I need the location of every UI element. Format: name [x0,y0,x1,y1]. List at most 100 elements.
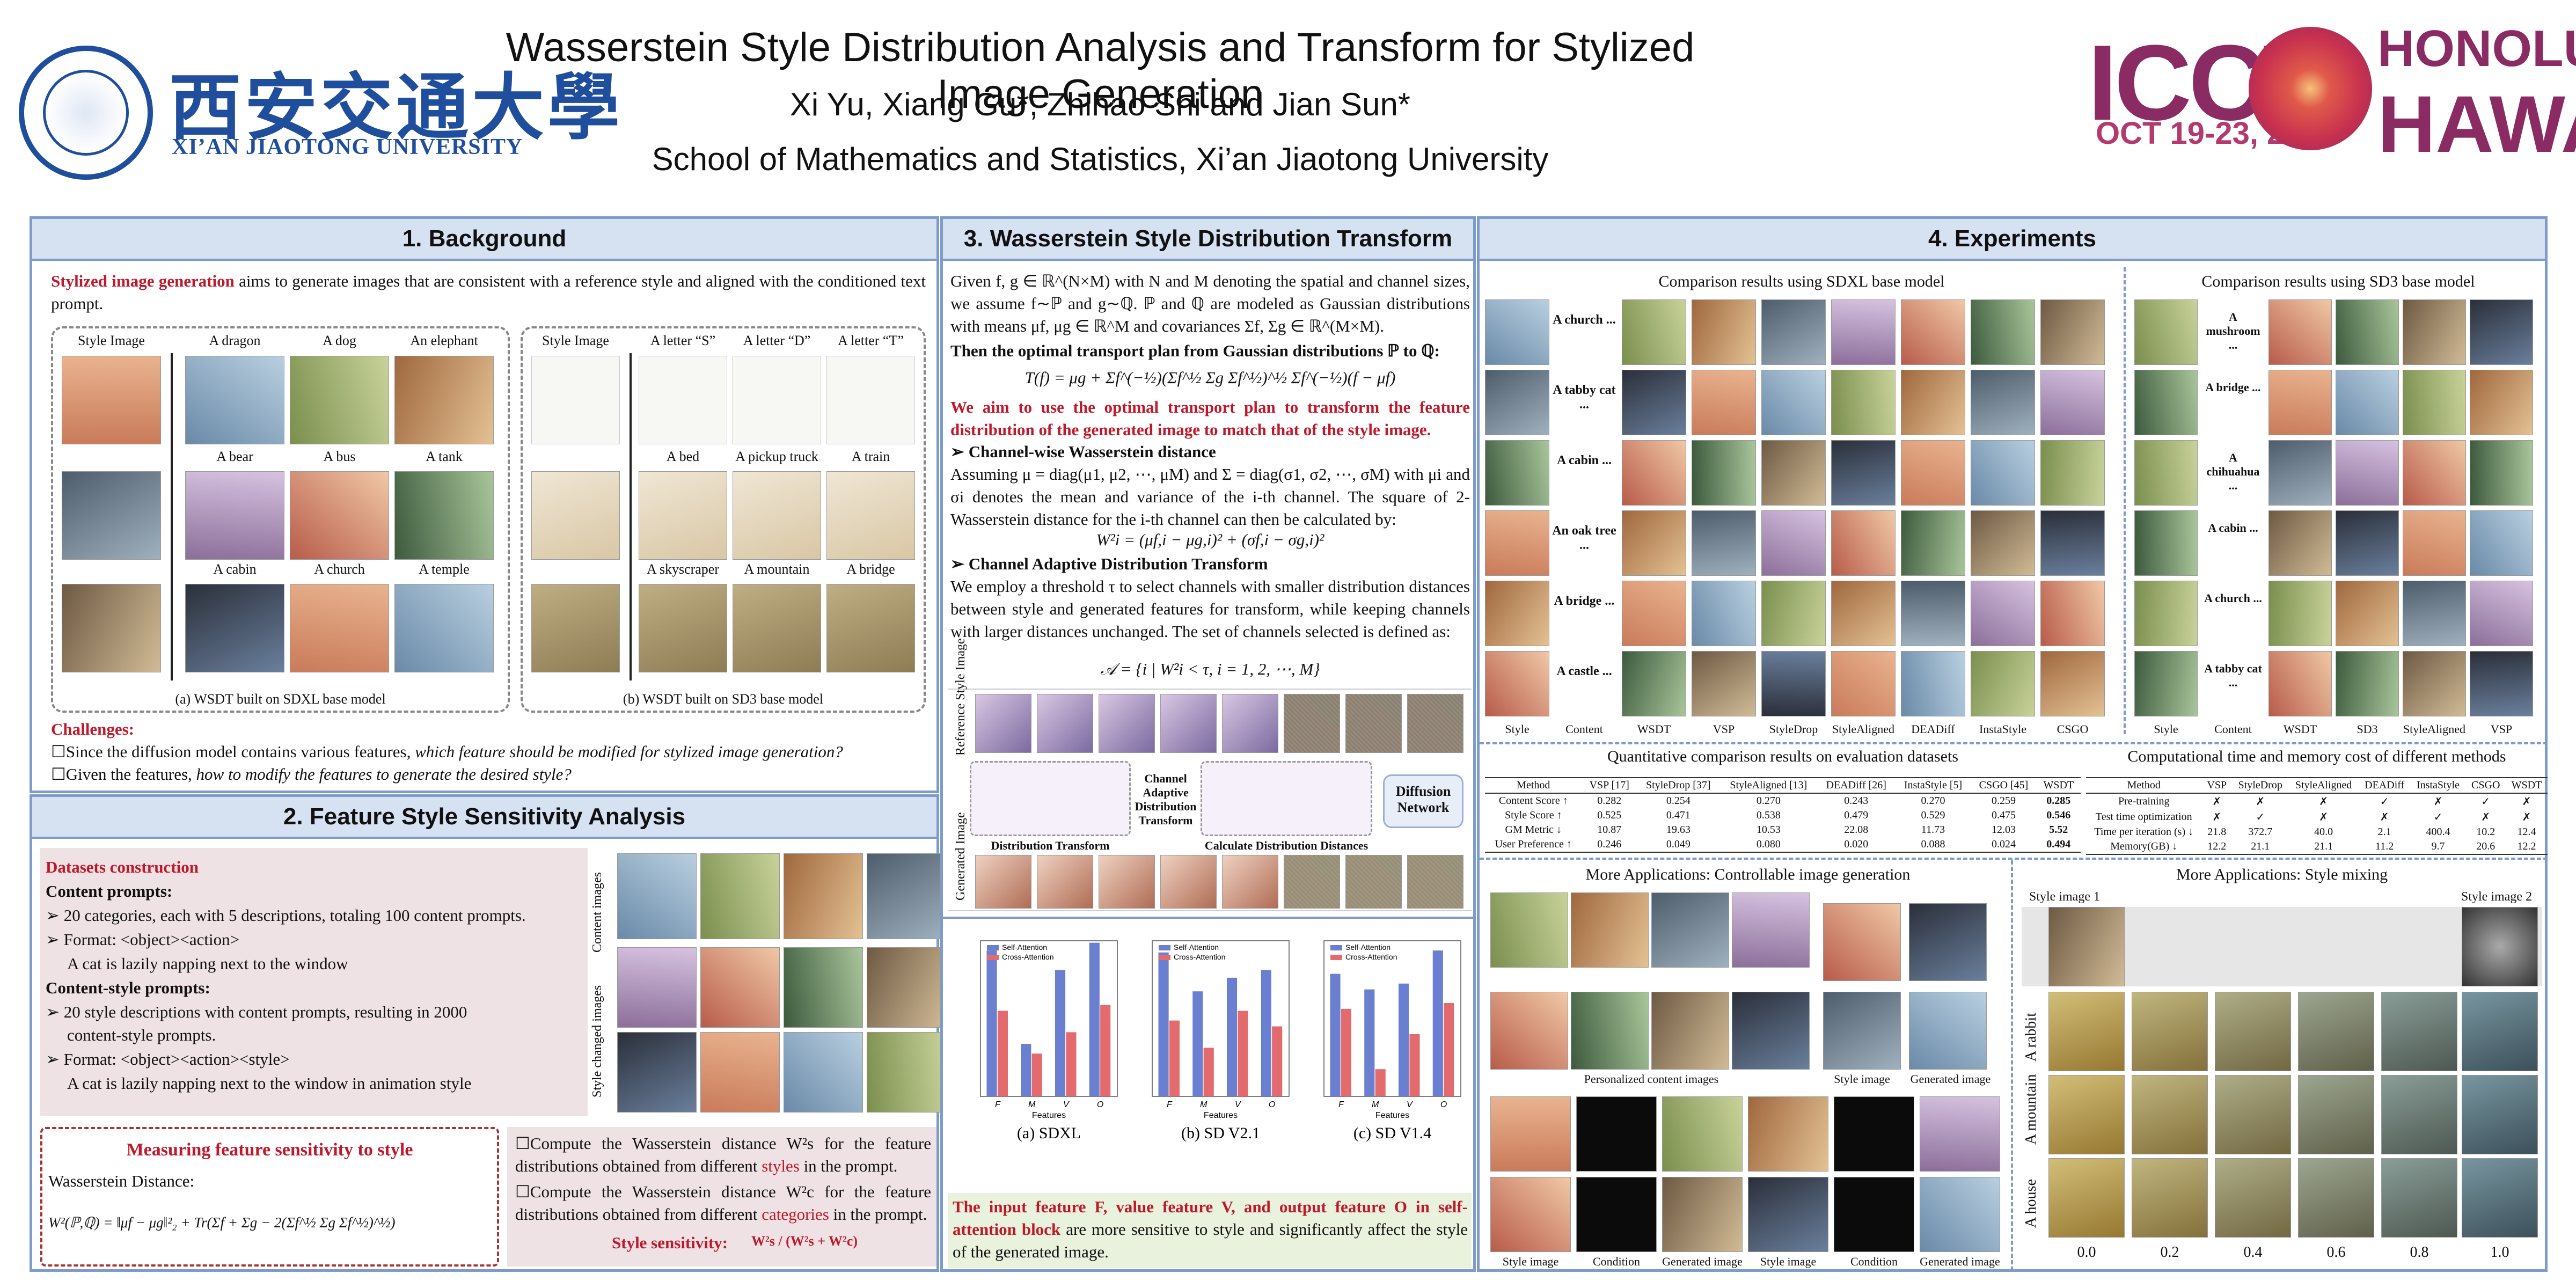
result-image [1971,440,2035,506]
sensitivity-image [700,1032,780,1113]
legend-label: Cross-Attention [1345,953,1397,961]
bar-self-attention [1021,1044,1031,1096]
table-cell: 10.2 [2476,826,2496,838]
column-label: WSDT [1637,722,1671,736]
sdxl-image [394,356,494,444]
app2-style1-label: Style image 1 [2029,890,2100,904]
column-label: StyleDrop [1769,722,1818,736]
controllable-image [1662,1096,1743,1172]
table-row: User Preference ↑ 0.246 0.049 0.080 0.020 0.0… [1485,837,2081,852]
diagram-ref-image [1099,694,1155,753]
bar-chart: F M V O Features Self-AttentionCross-Attentio… [980,940,1118,1142]
table-cell: ✗ [2256,796,2265,808]
table-cell: Content Score ↑ [1498,795,1568,807]
table-row: Pre-training ✗ ✗ ✗ ✓ ✗ ✓ ✗ [2086,793,2548,809]
app2-tick-label: 1.0 [2490,1244,2509,1261]
controllable-image [1490,1177,1571,1252]
sdxl-col-label: A dog [323,333,356,348]
checkbox-icon: ☐ [515,1134,530,1153]
result-image [1761,510,1826,576]
table-cell: 2.1 [2377,826,2391,838]
table-cell: ✓ [2433,811,2443,823]
bar-self-attention [1330,974,1341,1096]
sd3-image [639,584,727,672]
iccv-state: HAWAII [2377,79,2576,169]
finding-box [948,1193,1472,1268]
sd3-image [639,471,727,560]
app1-bottom-label: Condition [1850,1255,1898,1268]
sdxl-row2-label: A tank [426,449,463,464]
row-prompt-label: A cabin ... [2208,521,2258,535]
table-cell: 12.03 [1992,824,2016,836]
personalized-image [1651,892,1729,968]
sd3-image [531,356,620,444]
table-cell: ✗ [2522,811,2531,823]
diagram-ref-image [1037,694,1093,753]
result-image [1971,299,2035,365]
column-label: Content [1565,722,1603,736]
table-cell: 0.475 [1992,809,2016,821]
app1-style-label: Style image [1834,1072,1890,1086]
result-image [2336,651,2399,716]
controllable-image [1748,1177,1828,1252]
result-image [1622,581,1686,646]
result-image [1971,581,2035,646]
diagram-gen-image [1160,855,1217,909]
background-panel: 1. Background Stylized image generation … [30,216,939,793]
sd3-image [531,471,620,560]
x-tick-label: V [1063,1100,1070,1109]
style-image [2134,510,2198,576]
row-prompt-label: A tabby cat ... [1553,383,1616,412]
row-prompt-label: A bridge ... [2205,380,2261,394]
intro-highlight: Stylized image generation [51,272,235,290]
compute-1-text: Compute the Wasserstein distance W²s for… [515,1134,931,1176]
column-label: VSP [1713,722,1735,736]
diagram-gen-label: Generated Image [954,812,968,901]
sd3-col-label: A letter “S” [650,333,716,348]
style-mixing-image [2132,992,2208,1071]
sensitivity-image [700,947,780,1028]
result-image [2040,299,2105,365]
table-cell: ✗ [2319,811,2329,823]
result-image [1901,510,1965,576]
sdxl-image [290,356,389,444]
x-tick-label: V [1235,1100,1241,1109]
controllable-image [1576,1096,1657,1172]
sensitivity-image [784,853,863,939]
divider [2011,860,2013,1271]
cadt-equation: 𝒜 = {i | W²i < τ, i = 1, 2, ⋯, M} [1100,660,1320,678]
table-cell: 5.52 [2049,824,2068,836]
column-label: StyleAligned [1832,722,1895,736]
bar-cross-attention [1203,1048,1214,1096]
sensitivity-image [867,853,946,939]
sensitivity-image [617,947,697,1028]
channel-wd-heading: ➢ Channel-wise Wasserstein distance [950,442,1216,461]
checkbox-icon: ☐ [51,765,66,784]
sdxl-comparison-title: Comparison results using SDXL base model [1658,273,1945,290]
legend-label: Cross-Attention [1174,953,1225,961]
content-prompt-example: A cat is lazily napping next to the wind… [67,954,348,973]
style-mixing-image [2462,992,2538,1071]
result-image [2470,440,2533,506]
personalized-image [1732,992,1810,1070]
result-image [2336,299,2399,365]
table-header-cell: InstaStyle [2410,777,2466,794]
sd3-col-label: A letter “D” [743,333,811,348]
table-cell: 0.282 [1597,795,1622,807]
table-header-cell: StyleDrop [2232,777,2289,794]
legend-swatch [987,945,999,950]
sdxl-image [290,584,389,672]
legend-swatch [1330,955,1342,960]
style-image [2134,651,2198,716]
table-cell: ✗ [2433,796,2443,808]
column-label: InstaStyle [1979,722,2026,736]
bar-chart: F M V O Features Self-AttentionCross-Attentio… [1152,940,1290,1142]
sd3-image [826,356,915,444]
legend-swatch [1159,945,1170,950]
bar-cross-attention [1444,1003,1454,1096]
table-header-row: Method VSP [17] StyleDrop [37] StyleAligned… [1485,777,2081,794]
controllable-image [1834,1177,1914,1252]
table-cell: Time per iteration (s) ↓ [2094,826,2194,838]
controllable-image [1662,1177,1743,1252]
result-image [1692,510,1756,576]
